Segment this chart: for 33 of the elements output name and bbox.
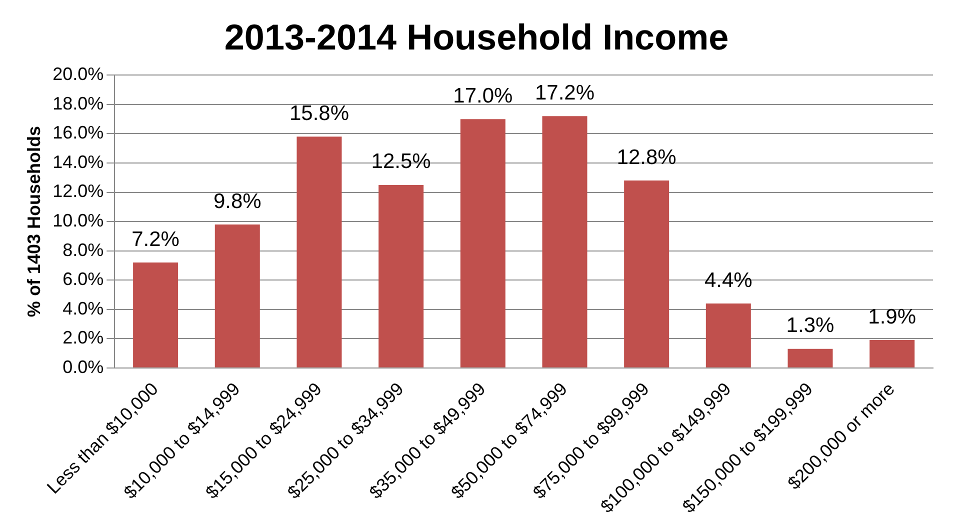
data-label: 4.4% bbox=[704, 268, 752, 292]
bar bbox=[624, 180, 670, 368]
bar bbox=[296, 136, 342, 368]
data-label: 1.3% bbox=[786, 314, 834, 338]
data-label: 12.5% bbox=[371, 150, 431, 174]
bar bbox=[214, 224, 260, 368]
data-label: 17.0% bbox=[453, 84, 513, 108]
y-tick-label: 6.0% bbox=[62, 269, 104, 290]
y-axis-title: % of 1403 Households bbox=[24, 126, 44, 318]
bar bbox=[870, 340, 915, 368]
bar bbox=[542, 116, 588, 368]
y-tick-label: 12.0% bbox=[52, 181, 104, 202]
data-label: 7.2% bbox=[132, 228, 180, 251]
data-label: 15.8% bbox=[289, 102, 349, 125]
data-label: 12.8% bbox=[616, 146, 676, 169]
bar bbox=[706, 303, 751, 368]
y-tick-label: 0.0% bbox=[62, 356, 104, 377]
chart-title: 2013-2014 Household Income bbox=[224, 16, 729, 58]
bar bbox=[133, 262, 178, 368]
y-tick-label: 2.0% bbox=[62, 328, 104, 348]
y-tick-label: 4.0% bbox=[62, 298, 104, 318]
bar bbox=[460, 119, 506, 368]
y-tick-label: 10.0% bbox=[52, 210, 104, 230]
bar bbox=[788, 348, 833, 368]
y-tick-label: 14.0% bbox=[52, 152, 104, 172]
y-tick-label: 8.0% bbox=[62, 240, 104, 260]
data-label: 17.2% bbox=[534, 81, 595, 104]
bar bbox=[378, 184, 424, 368]
y-tick-label: 18.0% bbox=[52, 93, 104, 114]
y-tick-label: 20.0% bbox=[52, 64, 104, 84]
data-label: 9.8% bbox=[213, 190, 262, 213]
data-label: 1.9% bbox=[868, 305, 916, 328]
y-tick-label: 16.0% bbox=[52, 122, 104, 143]
